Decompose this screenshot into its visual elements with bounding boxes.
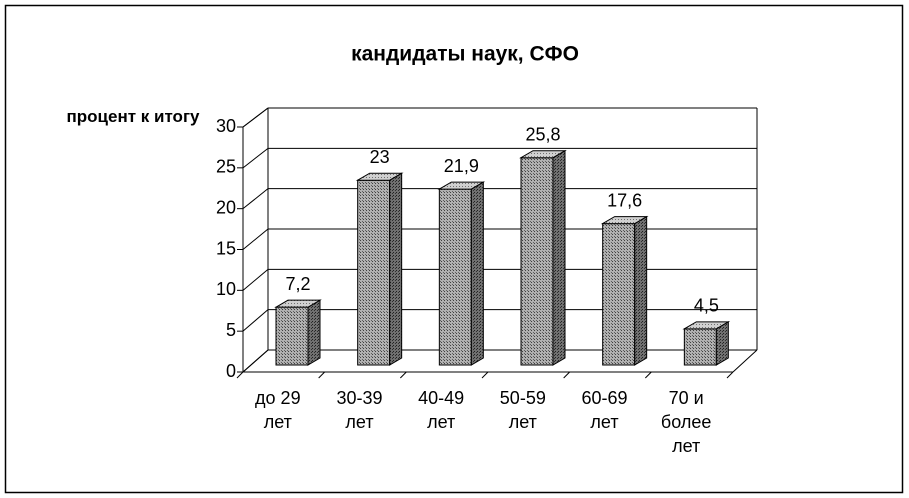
bar-side xyxy=(634,215,648,366)
value-label: 7,2 xyxy=(285,274,310,294)
bar xyxy=(274,299,322,366)
x-tick xyxy=(644,371,652,379)
x-tick xyxy=(318,371,326,379)
x-tick-label: 70 и более лет xyxy=(660,388,712,456)
grid-line-side xyxy=(242,147,269,169)
y-tick-label: 20 xyxy=(216,197,236,217)
bar-front xyxy=(602,223,636,366)
y-tick-label: 30 xyxy=(216,116,236,136)
value-label: 21,9 xyxy=(444,156,479,176)
bar-top xyxy=(682,321,731,330)
bar-side xyxy=(470,181,484,366)
grid-line-side xyxy=(242,188,269,210)
value-label: 25,8 xyxy=(525,124,560,144)
bar-top xyxy=(355,172,404,181)
grid-line-side xyxy=(242,228,269,250)
bar-front xyxy=(357,179,391,366)
bar-top xyxy=(437,181,486,190)
bar-side xyxy=(552,149,566,366)
x-tick-label: 60-69 лет xyxy=(581,388,628,432)
bar xyxy=(437,181,486,366)
bar xyxy=(600,215,649,366)
grid-line-side xyxy=(242,349,269,373)
grid-line-side xyxy=(242,268,269,291)
value-label: 17,6 xyxy=(607,190,642,210)
bar-top xyxy=(274,299,322,308)
x-tick xyxy=(726,371,734,379)
y-tick-label: 15 xyxy=(216,238,236,258)
x-tick xyxy=(481,371,489,379)
y-axis-label: процент к итогу xyxy=(66,107,200,126)
bar-front xyxy=(438,188,472,366)
chart-title: кандидаты наук, СФО xyxy=(351,43,579,66)
floor-right xyxy=(732,349,758,373)
bar-top xyxy=(519,150,567,159)
bar-front xyxy=(683,328,717,366)
x-tick xyxy=(399,371,407,379)
bar xyxy=(355,172,404,366)
x-tick xyxy=(563,371,571,379)
bar-top xyxy=(600,216,649,225)
x-tick-label: 50-59 лет xyxy=(499,388,546,432)
value-label: 23 xyxy=(370,147,390,167)
bar xyxy=(519,149,567,366)
bar-side xyxy=(307,299,321,366)
bar-side xyxy=(389,172,403,366)
x-tick-label: до 29 лет xyxy=(255,388,301,432)
y-tick-label: 25 xyxy=(216,157,236,177)
x-tick-label: 40-49 лет xyxy=(418,388,465,432)
bar xyxy=(682,320,731,366)
x-tick-label: 30-39 лет xyxy=(336,388,383,432)
grid-line-side xyxy=(242,107,269,128)
y-tick-label: 0 xyxy=(226,361,236,381)
bar-front xyxy=(520,157,554,366)
grid-line-side xyxy=(242,309,269,332)
y-tick-label: 5 xyxy=(226,320,236,340)
value-label: 4,5 xyxy=(694,296,719,316)
bar-front xyxy=(275,306,309,366)
y-tick-label: 10 xyxy=(216,279,236,299)
x-tick xyxy=(236,371,244,379)
